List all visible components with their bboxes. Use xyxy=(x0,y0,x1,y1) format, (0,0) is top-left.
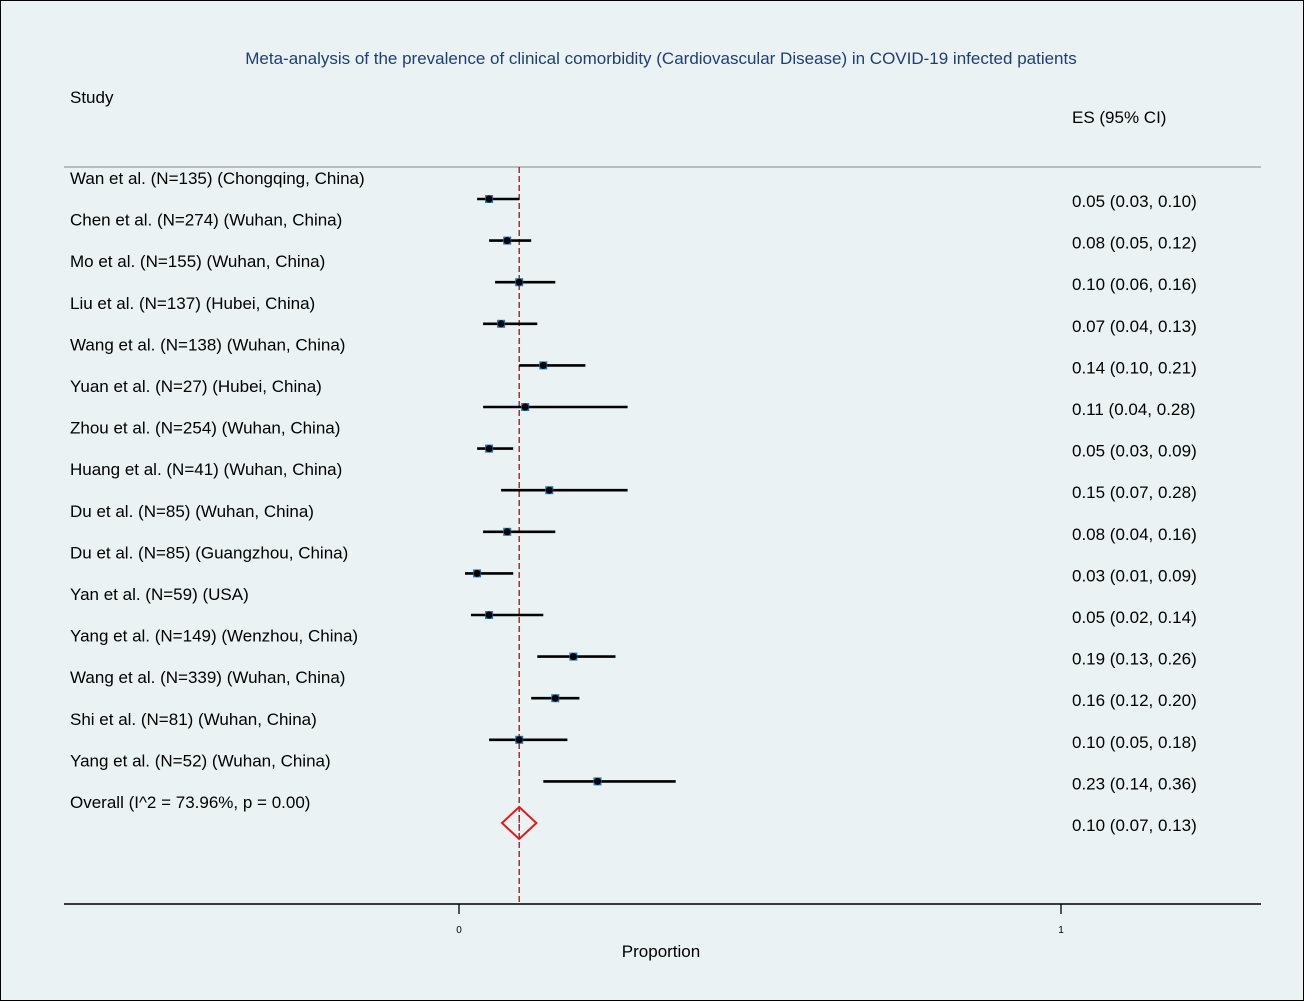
study-point xyxy=(551,694,559,702)
study-label: Shi et al. (N=81) (Wuhan, China) xyxy=(70,710,317,729)
study-label: Chen et al. (N=274) (Wuhan, China) xyxy=(70,211,342,230)
study-point xyxy=(497,320,505,328)
es-labels: 0.05 (0.03, 0.10) 0.08 (0.05, 0.12) 0.10 (… xyxy=(1072,192,1197,835)
study-es-text: 0.03 (0.01, 0.09) xyxy=(1072,566,1197,585)
study-es-text: 0.19 (0.13, 0.26) xyxy=(1072,650,1197,669)
study-es-text: 0.08 (0.04, 0.16) xyxy=(1072,525,1197,544)
study-label: Liu et al. (N=137) (Hubei, China) xyxy=(70,294,315,313)
x-axis-title: Proportion xyxy=(622,942,700,961)
x-tick-label: 0 xyxy=(456,925,462,936)
study-es-text: 0.08 (0.05, 0.12) xyxy=(1072,234,1197,253)
chart-title: Meta-analysis of the prevalence of clini… xyxy=(245,49,1076,68)
study-labels: Wan et al. (N=135) (Chongqing, China) Che… xyxy=(70,169,365,812)
study-label: Yuan et al. (N=27) (Hubei, China) xyxy=(70,377,322,396)
study-label: Du et al. (N=85) (Guangzhou, China) xyxy=(70,543,348,562)
study-label: Zhou et al. (N=254) (Wuhan, China) xyxy=(70,419,340,438)
study-point xyxy=(503,528,511,536)
study-es-text: 0.10 (0.06, 0.16) xyxy=(1072,275,1197,294)
study-label: Mo et al. (N=155) (Wuhan, China) xyxy=(70,252,325,271)
study-label: Du et al. (N=85) (Wuhan, China) xyxy=(70,502,314,521)
study-point xyxy=(485,611,493,619)
study-label: Yang et al. (N=149) (Wenzhou, China) xyxy=(70,627,358,646)
study-point xyxy=(473,569,481,577)
overall-es-text: 0.10 (0.07, 0.13) xyxy=(1072,816,1197,835)
overall-diamond xyxy=(500,805,538,841)
study-point xyxy=(515,278,523,286)
study-label: Wan et al. (N=135) (Chongqing, China) xyxy=(70,169,365,188)
study-es-text: 0.05 (0.02, 0.14) xyxy=(1072,608,1197,627)
study-point xyxy=(594,777,601,785)
study-es-text: 0.15 (0.07, 0.28) xyxy=(1072,483,1197,502)
study-es-text: 0.10 (0.05, 0.18) xyxy=(1072,733,1197,752)
x-tick-label: 1 xyxy=(1058,925,1064,936)
study-label: Yan et al. (N=59) (USA) xyxy=(70,585,249,604)
es-header: ES (95% CI) xyxy=(1072,108,1166,127)
study-label: Huang et al. (N=41) (Wuhan, China) xyxy=(70,460,342,479)
study-point xyxy=(569,653,577,661)
study-point xyxy=(521,403,529,411)
study-point xyxy=(503,237,511,245)
study-es-text: 0.16 (0.12, 0.20) xyxy=(1072,691,1197,710)
study-marks xyxy=(465,195,676,786)
study-label: Wang et al. (N=339) (Wuhan, China) xyxy=(70,668,345,687)
study-es-text: 0.11 (0.04, 0.28) xyxy=(1072,400,1196,419)
study-label: Wang et al. (N=138) (Wuhan, China) xyxy=(70,335,345,354)
study-header: Study xyxy=(70,88,114,107)
study-point xyxy=(485,195,493,203)
study-point xyxy=(539,361,547,369)
study-point xyxy=(545,486,553,494)
study-es-text: 0.14 (0.10, 0.21) xyxy=(1072,358,1197,377)
study-label: Yang et al. (N=52) (Wuhan, China) xyxy=(70,751,331,770)
study-point xyxy=(485,445,493,453)
study-es-text: 0.23 (0.14, 0.36) xyxy=(1072,774,1197,793)
overall-label: Overall (I^2 = 73.96%, p = 0.00) xyxy=(70,793,310,812)
study-es-text: 0.05 (0.03, 0.10) xyxy=(1072,192,1197,211)
study-es-text: 0.07 (0.04, 0.13) xyxy=(1072,317,1197,336)
study-es-text: 0.05 (0.03, 0.09) xyxy=(1072,442,1197,461)
study-point xyxy=(515,736,523,744)
